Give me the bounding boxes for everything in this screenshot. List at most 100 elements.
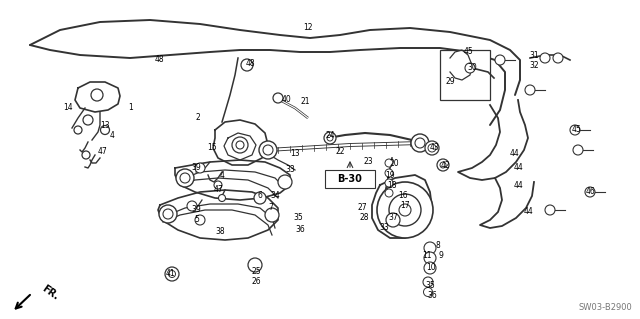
Circle shape <box>263 145 273 155</box>
Circle shape <box>265 208 279 222</box>
Text: 28: 28 <box>359 213 369 222</box>
Circle shape <box>424 242 436 254</box>
Circle shape <box>236 141 244 149</box>
Circle shape <box>525 85 535 95</box>
Text: 6: 6 <box>257 191 262 201</box>
Text: 18: 18 <box>387 181 397 189</box>
Circle shape <box>176 169 194 187</box>
Circle shape <box>163 209 173 219</box>
Circle shape <box>545 205 555 215</box>
Text: 33: 33 <box>285 166 295 174</box>
Text: 47: 47 <box>98 147 108 157</box>
Circle shape <box>385 159 393 167</box>
Text: 45: 45 <box>463 48 473 56</box>
Text: 15: 15 <box>207 144 217 152</box>
Text: 13: 13 <box>100 121 110 130</box>
Text: 1: 1 <box>129 103 133 113</box>
Circle shape <box>232 137 248 153</box>
Text: 2: 2 <box>196 114 200 122</box>
Text: 36: 36 <box>427 291 437 300</box>
Text: 30: 30 <box>467 63 477 72</box>
Text: 7: 7 <box>269 204 273 212</box>
Circle shape <box>195 163 205 173</box>
Text: 9: 9 <box>438 250 444 259</box>
Text: 20: 20 <box>389 159 399 167</box>
Text: 14: 14 <box>63 103 73 113</box>
Circle shape <box>570 125 580 135</box>
Text: 44: 44 <box>513 164 523 173</box>
Text: 31: 31 <box>529 50 539 60</box>
Bar <box>325 170 375 188</box>
Text: 27: 27 <box>357 203 367 211</box>
Text: B-30: B-30 <box>337 174 362 184</box>
Circle shape <box>385 169 393 177</box>
Text: 17: 17 <box>400 201 410 210</box>
Circle shape <box>273 93 283 103</box>
Text: 39: 39 <box>191 205 201 214</box>
Circle shape <box>214 181 222 189</box>
Circle shape <box>168 271 175 278</box>
Circle shape <box>540 53 550 63</box>
Circle shape <box>91 89 103 101</box>
Circle shape <box>424 252 436 264</box>
Circle shape <box>424 287 433 296</box>
Circle shape <box>324 132 336 144</box>
Circle shape <box>423 277 433 287</box>
Text: 32: 32 <box>529 61 539 70</box>
Circle shape <box>385 189 393 197</box>
Text: 35: 35 <box>293 213 303 222</box>
Circle shape <box>465 63 475 73</box>
Circle shape <box>573 145 583 155</box>
Circle shape <box>100 125 109 135</box>
Text: SW03-B2900: SW03-B2900 <box>579 303 632 312</box>
Circle shape <box>437 159 449 171</box>
Text: 48: 48 <box>245 58 255 68</box>
Circle shape <box>440 162 446 168</box>
Circle shape <box>585 187 595 197</box>
Circle shape <box>553 53 563 63</box>
Circle shape <box>165 267 179 281</box>
Circle shape <box>254 192 266 204</box>
Circle shape <box>415 138 425 148</box>
Circle shape <box>385 179 393 187</box>
Circle shape <box>248 258 262 272</box>
Text: 46: 46 <box>585 188 595 197</box>
Text: 39: 39 <box>191 162 201 172</box>
Circle shape <box>495 55 505 65</box>
Circle shape <box>218 195 225 202</box>
Circle shape <box>424 262 436 274</box>
Text: 22: 22 <box>335 147 345 157</box>
Text: 24: 24 <box>325 130 335 139</box>
Text: 47: 47 <box>213 186 223 195</box>
Circle shape <box>82 151 90 159</box>
Text: 4: 4 <box>220 170 225 180</box>
Circle shape <box>377 182 433 238</box>
Circle shape <box>278 175 292 189</box>
Circle shape <box>180 173 190 183</box>
Circle shape <box>159 205 177 223</box>
Text: 37: 37 <box>388 213 398 222</box>
Text: 8: 8 <box>436 241 440 249</box>
Text: 11: 11 <box>422 251 432 261</box>
Text: 41: 41 <box>165 270 175 278</box>
Text: 44: 44 <box>510 149 520 158</box>
Circle shape <box>259 141 277 159</box>
Text: FR.: FR. <box>40 284 61 302</box>
Circle shape <box>399 204 411 216</box>
Circle shape <box>428 144 436 152</box>
Circle shape <box>241 59 253 71</box>
Circle shape <box>389 194 421 226</box>
Text: 12: 12 <box>303 24 313 33</box>
Text: 36: 36 <box>295 225 305 234</box>
Text: 23: 23 <box>363 158 373 167</box>
Text: 29: 29 <box>445 78 455 86</box>
Circle shape <box>74 126 82 134</box>
Circle shape <box>83 115 93 125</box>
Circle shape <box>411 134 429 152</box>
Text: 48: 48 <box>154 56 164 64</box>
Circle shape <box>425 141 439 155</box>
Text: 25: 25 <box>251 266 261 276</box>
Text: 42: 42 <box>440 160 450 169</box>
Text: 33: 33 <box>379 224 389 233</box>
Text: 43: 43 <box>429 144 439 152</box>
